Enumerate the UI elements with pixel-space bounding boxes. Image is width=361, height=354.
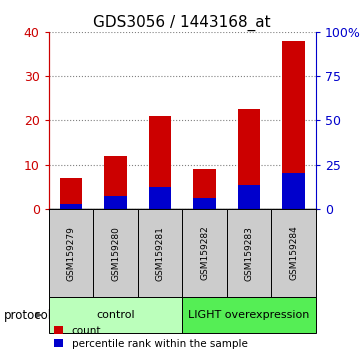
- Text: GSM159284: GSM159284: [289, 226, 298, 280]
- Bar: [60, 178, 82, 209]
- Text: protocol: protocol: [4, 309, 52, 321]
- Title: GDS3056 / 1443168_at: GDS3056 / 1443168_at: [93, 14, 271, 30]
- Text: GSM159283: GSM159283: [245, 225, 253, 281]
- Bar: [104, 195, 127, 209]
- Bar: [104, 156, 127, 209]
- Bar: [227, 209, 271, 297]
- Legend: count, percentile rank within the sample: count, percentile rank within the sample: [54, 326, 248, 349]
- Bar: [182, 209, 227, 297]
- Bar: [49, 209, 93, 297]
- Text: GSM159281: GSM159281: [156, 225, 165, 281]
- Bar: [271, 209, 316, 297]
- Bar: [138, 209, 182, 297]
- Bar: [193, 169, 216, 209]
- Bar: [238, 184, 260, 209]
- Bar: [182, 297, 316, 333]
- Bar: [193, 198, 216, 209]
- Text: GSM159279: GSM159279: [66, 225, 75, 281]
- Bar: [149, 116, 171, 209]
- Text: GSM159280: GSM159280: [111, 225, 120, 281]
- Bar: [60, 205, 82, 209]
- Bar: [282, 173, 305, 209]
- Text: LIGHT overexpression: LIGHT overexpression: [188, 310, 310, 320]
- Text: control: control: [96, 310, 135, 320]
- Bar: [93, 209, 138, 297]
- Bar: [49, 297, 182, 333]
- Bar: [282, 41, 305, 209]
- Text: GSM159282: GSM159282: [200, 226, 209, 280]
- Bar: [149, 187, 171, 209]
- Bar: [238, 109, 260, 209]
